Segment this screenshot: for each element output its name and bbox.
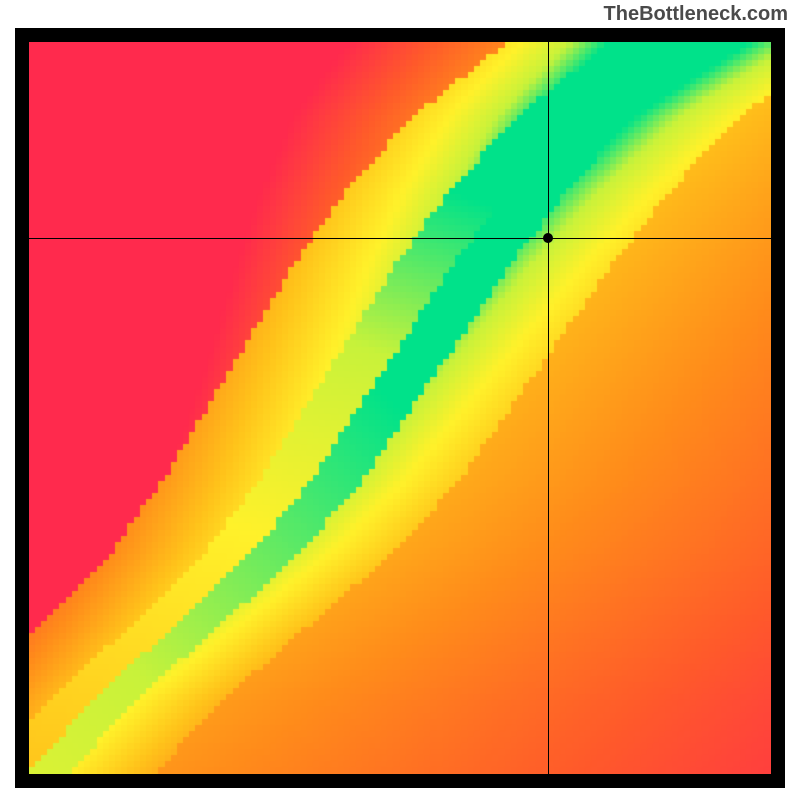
crosshair-vertical [548,28,549,788]
chart-container: TheBottleneck.com [0,0,800,800]
heatmap-canvas [29,42,771,774]
crosshair-horizontal [15,238,785,239]
plot-area [15,28,785,788]
watermark-text: TheBottleneck.com [604,3,788,26]
